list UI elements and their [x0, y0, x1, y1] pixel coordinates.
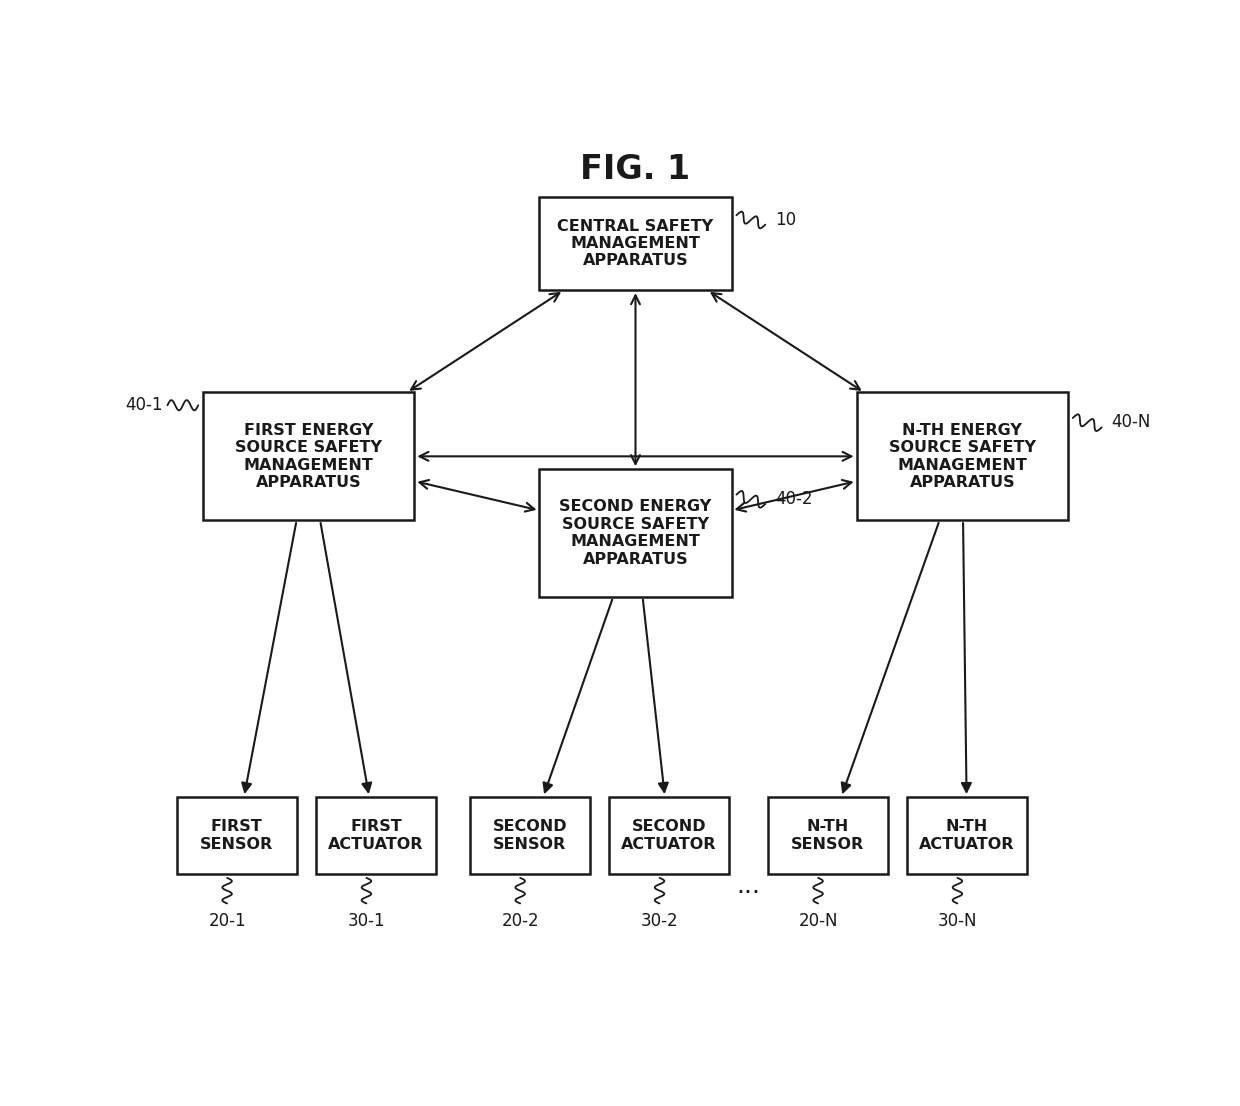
- Text: 40-2: 40-2: [775, 490, 812, 508]
- Text: 20-N: 20-N: [799, 912, 838, 930]
- Text: SECOND ENERGY
SOURCE SAFETY
MANAGEMENT
APPARATUS: SECOND ENERGY SOURCE SAFETY MANAGEMENT A…: [559, 500, 712, 566]
- Text: 10: 10: [775, 210, 796, 229]
- Text: N-TH
ACTUATOR: N-TH ACTUATOR: [919, 820, 1014, 852]
- Text: CENTRAL SAFETY
MANAGEMENT
APPARATUS: CENTRAL SAFETY MANAGEMENT APPARATUS: [558, 219, 713, 269]
- FancyBboxPatch shape: [857, 393, 1068, 520]
- FancyBboxPatch shape: [768, 797, 888, 874]
- Text: 30-1: 30-1: [347, 912, 386, 930]
- Text: FIRST
ACTUATOR: FIRST ACTUATOR: [329, 820, 424, 852]
- Text: 20-1: 20-1: [208, 912, 246, 930]
- Text: SECOND
SENSOR: SECOND SENSOR: [492, 820, 567, 852]
- Text: SECOND
ACTUATOR: SECOND ACTUATOR: [621, 820, 717, 852]
- FancyBboxPatch shape: [316, 797, 436, 874]
- FancyBboxPatch shape: [470, 797, 590, 874]
- Text: ...: ...: [735, 875, 760, 898]
- Text: FIRST ENERGY
SOURCE SAFETY
MANAGEMENT
APPARATUS: FIRST ENERGY SOURCE SAFETY MANAGEMENT AP…: [236, 422, 382, 490]
- Text: N-TH ENERGY
SOURCE SAFETY
MANAGEMENT
APPARATUS: N-TH ENERGY SOURCE SAFETY MANAGEMENT APP…: [889, 422, 1035, 490]
- Text: N-TH
SENSOR: N-TH SENSOR: [791, 820, 864, 852]
- FancyBboxPatch shape: [906, 797, 1027, 874]
- FancyBboxPatch shape: [609, 797, 729, 874]
- Text: 40-N: 40-N: [1111, 414, 1151, 431]
- FancyBboxPatch shape: [176, 797, 296, 874]
- Text: 30-N: 30-N: [937, 912, 977, 930]
- Text: 20-2: 20-2: [501, 912, 539, 930]
- Text: FIRST
SENSOR: FIRST SENSOR: [200, 820, 273, 852]
- FancyBboxPatch shape: [203, 393, 414, 520]
- FancyBboxPatch shape: [539, 197, 732, 290]
- FancyBboxPatch shape: [539, 469, 732, 597]
- Text: FIG. 1: FIG. 1: [580, 153, 691, 186]
- Text: 40-1: 40-1: [125, 396, 162, 415]
- Text: 30-2: 30-2: [641, 912, 678, 930]
